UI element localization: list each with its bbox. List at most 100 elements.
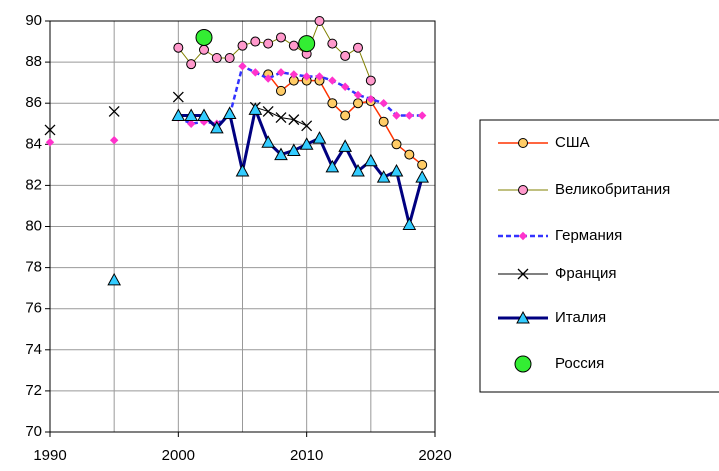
y-tick-label: 74 <box>25 341 42 358</box>
marker <box>261 135 276 148</box>
marker <box>325 159 340 173</box>
marker <box>224 52 235 63</box>
y-tick-label: 84 <box>25 135 42 152</box>
marker <box>288 114 300 126</box>
legend-box <box>479 119 719 393</box>
marker <box>514 355 532 373</box>
marker <box>276 32 286 43</box>
marker <box>417 111 427 120</box>
marker <box>314 16 325 26</box>
marker <box>251 68 260 77</box>
marker <box>415 170 430 183</box>
marker <box>405 111 414 120</box>
marker <box>274 147 288 161</box>
marker <box>328 76 337 85</box>
marker <box>237 40 248 51</box>
marker <box>250 36 261 47</box>
marker <box>402 217 417 230</box>
x-tick-label: 2010 <box>290 447 323 464</box>
marker <box>109 135 119 145</box>
marker <box>171 108 186 122</box>
y-tick-label: 90 <box>25 12 42 29</box>
y-tick-label: 82 <box>25 176 42 193</box>
x-tick-label: 1990 <box>33 447 66 464</box>
marker <box>45 138 55 147</box>
marker <box>288 40 299 51</box>
marker <box>327 98 338 109</box>
marker <box>417 159 428 170</box>
legend-label: США <box>555 134 590 151</box>
marker <box>209 120 224 134</box>
marker <box>262 105 274 117</box>
series-line <box>177 19 372 81</box>
marker <box>366 94 376 104</box>
y-tick-label: 78 <box>25 259 42 276</box>
marker <box>363 153 378 167</box>
marker <box>351 163 365 177</box>
marker <box>248 102 263 115</box>
series-line <box>177 64 423 126</box>
marker <box>263 38 274 49</box>
marker <box>107 272 122 286</box>
y-tick-label: 72 <box>25 382 42 399</box>
marker <box>378 116 389 127</box>
marker <box>199 44 209 55</box>
y-tick-label: 76 <box>25 300 42 317</box>
marker <box>275 112 287 124</box>
legend-label: Италия <box>555 309 606 326</box>
legend-label: Франция <box>555 265 616 282</box>
marker <box>184 108 199 122</box>
marker <box>365 75 376 86</box>
marker <box>327 38 338 49</box>
series-line <box>255 106 307 127</box>
marker <box>186 119 196 128</box>
marker <box>238 62 247 71</box>
marker <box>302 72 311 81</box>
x-tick-label: 2020 <box>418 447 451 464</box>
marker <box>404 149 415 160</box>
marker <box>222 106 237 119</box>
marker <box>44 124 56 136</box>
y-tick-label: 80 <box>25 217 42 234</box>
marker <box>353 90 363 100</box>
marker <box>312 131 327 144</box>
marker <box>263 74 273 83</box>
marker <box>516 310 530 324</box>
marker <box>301 120 313 132</box>
marker <box>276 85 286 96</box>
marker <box>340 82 350 91</box>
marker <box>197 108 211 122</box>
marker <box>379 98 388 108</box>
marker <box>186 59 197 70</box>
y-tick-label: 86 <box>25 94 42 111</box>
marker <box>172 91 184 103</box>
marker <box>173 42 184 53</box>
marker <box>389 163 404 177</box>
marker <box>353 42 363 53</box>
legend-label: Россия <box>555 355 604 372</box>
y-tick-label: 70 <box>25 423 42 440</box>
marker <box>517 268 529 280</box>
marker <box>235 163 250 177</box>
marker <box>391 139 402 150</box>
marker <box>315 72 324 81</box>
legend-label: Великобритания <box>555 181 670 198</box>
marker <box>376 170 391 183</box>
marker <box>353 98 363 109</box>
marker <box>518 138 528 148</box>
marker <box>211 52 222 63</box>
marker <box>338 139 353 152</box>
marker <box>108 105 120 117</box>
marker <box>518 231 528 241</box>
marker <box>289 70 299 79</box>
marker <box>298 35 316 53</box>
marker <box>392 111 401 120</box>
marker <box>286 143 301 156</box>
marker <box>340 50 351 61</box>
marker <box>195 28 213 46</box>
y-tick-label: 88 <box>25 53 42 70</box>
marker <box>340 110 351 121</box>
marker <box>299 137 314 150</box>
x-tick-label: 2000 <box>162 447 195 464</box>
